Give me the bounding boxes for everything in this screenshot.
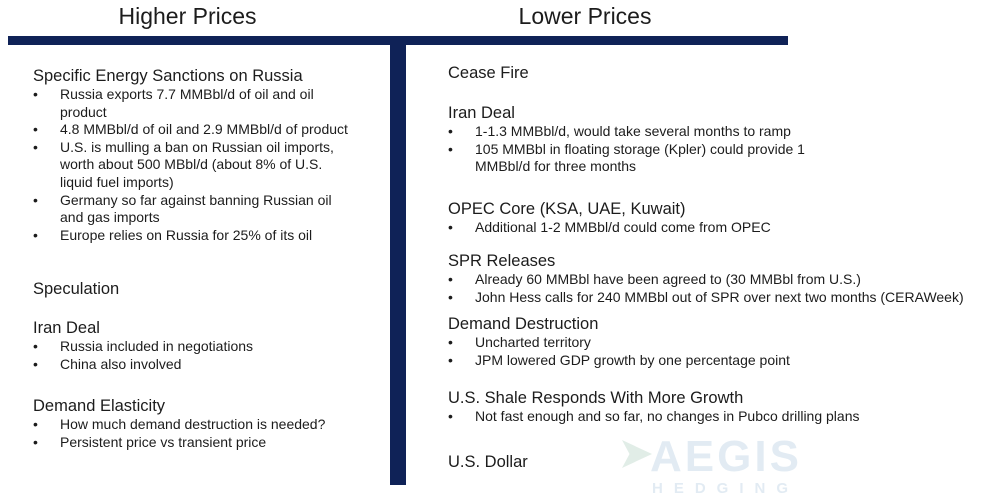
bullet-icon: • xyxy=(33,191,38,208)
higher-prices-heading: Higher Prices xyxy=(118,3,257,29)
list-item: • Germany so far against banning Russian … xyxy=(33,191,332,226)
bullet-icon: • xyxy=(448,288,453,305)
section-us-shale: U.S. Shale Responds With More Growth • No… xyxy=(448,388,981,426)
list-item: • 4.8 MMBbl/d of oil and 2.9 MMBbl/d of p… xyxy=(33,121,348,138)
section-cease-fire: Cease Fire xyxy=(448,63,981,83)
list-item: • 1-1.3 MMBbl/d, would take several month… xyxy=(448,123,791,139)
list-item: • Russia included in negotiations xyxy=(33,338,254,354)
list-item: • China also involved xyxy=(33,355,182,372)
list-item: • Russia exports 7.7 MMBbl/d of oil and o… xyxy=(33,86,314,120)
list-item: • Not fast enough and so far, no changes … xyxy=(448,408,860,424)
section-demand-destruction: Demand Destruction • Uncharted territory … xyxy=(448,314,981,369)
section-title: Speculation xyxy=(33,280,120,298)
section-opec-core: OPEC Core (KSA, UAE, Kuwait) • Additional… xyxy=(448,199,981,237)
bullet-icon: • xyxy=(33,86,38,102)
list-item: • JPM lowered GDP growth by one percentag… xyxy=(448,351,790,368)
bullet-icon: • xyxy=(33,138,38,155)
bullet-icon: • xyxy=(33,416,38,432)
bullet-icon: • xyxy=(33,433,38,450)
section-spr-releases: SPR Releases • Already 60 MMBbl have been… xyxy=(448,251,981,306)
section-title: Specific Energy Sanctions on Russia xyxy=(33,67,303,85)
bullet-list: • Not fast enough and so far, no changes … xyxy=(448,408,981,426)
list-item: • Additional 1-2 MMBbl/d could come from … xyxy=(448,219,771,235)
list-item: • How much demand destruction is needed? xyxy=(33,416,326,432)
section-title: Demand Elasticity xyxy=(33,397,166,415)
section-title: SPR Releases xyxy=(448,252,556,270)
bullet-list: • How much demand destruction is needed? … xyxy=(33,416,353,451)
bullet-list: • Russia included in negotiations • China … xyxy=(33,338,353,373)
bullet-icon: • xyxy=(448,219,453,235)
section-speculation: Speculation xyxy=(33,279,353,299)
section-title: Cease Fire xyxy=(448,64,529,82)
lower-prices-heading: Lower Prices xyxy=(518,3,652,29)
t-divider-vertical xyxy=(390,36,406,485)
bullet-list: • Additional 1-2 MMBbl/d could come from … xyxy=(448,219,981,237)
bullet-icon: • xyxy=(33,226,38,243)
bullet-icon: • xyxy=(448,123,453,139)
bullet-icon: • xyxy=(448,271,453,287)
bullet-list: • Uncharted territory • JPM lowered GDP gr… xyxy=(448,334,981,369)
section-iran-deal-left: Iran Deal • Russia included in negotiatio… xyxy=(33,318,353,373)
list-item: • U.S. is mulling a ban on Russian oil im… xyxy=(33,138,334,190)
section-us-dollar: U.S. Dollar xyxy=(448,452,981,472)
list-item: • 105 MMBbl in floating storage (Kpler) c… xyxy=(448,140,805,175)
section-title: Iran Deal xyxy=(33,319,100,337)
list-item: • John Hess calls for 240 MMBbl out of SP… xyxy=(448,288,964,305)
bullet-icon: • xyxy=(448,334,453,350)
section-energy-sanctions: Specific Energy Sanctions on Russia • Rus… xyxy=(33,66,353,244)
section-title: U.S. Dollar xyxy=(448,453,528,471)
bullet-icon: • xyxy=(33,338,38,354)
section-iran-deal-right: Iran Deal • 1-1.3 MMBbl/d, would take sev… xyxy=(448,103,981,176)
bullet-icon: • xyxy=(448,408,453,424)
bullet-list: • Russia exports 7.7 MMBbl/d of oil and o… xyxy=(33,86,353,244)
bullet-list: • Already 60 MMBbl have been agreed to (3… xyxy=(448,271,981,306)
section-title: U.S. Shale Responds With More Growth xyxy=(448,389,744,407)
bullet-icon: • xyxy=(448,351,453,368)
list-item: • Already 60 MMBbl have been agreed to (3… xyxy=(448,271,861,287)
section-demand-elasticity: Demand Elasticity • How much demand destr… xyxy=(33,396,353,451)
list-item: • Persistent price vs transient price xyxy=(33,433,267,450)
bullet-icon: • xyxy=(33,355,38,372)
section-title: OPEC Core (KSA, UAE, Kuwait) xyxy=(448,200,686,218)
bullet-icon: • xyxy=(33,121,38,138)
section-title: Iran Deal xyxy=(448,104,515,122)
bullet-list: • 1-1.3 MMBbl/d, would take several month… xyxy=(448,123,981,176)
list-item: • Europe relies on Russia for 25% of its … xyxy=(33,226,313,243)
bullet-icon: • xyxy=(448,140,453,157)
watermark-subtitle: HEDGING xyxy=(652,480,800,497)
list-item: • Uncharted territory xyxy=(448,334,591,350)
section-title: Demand Destruction xyxy=(448,315,599,333)
